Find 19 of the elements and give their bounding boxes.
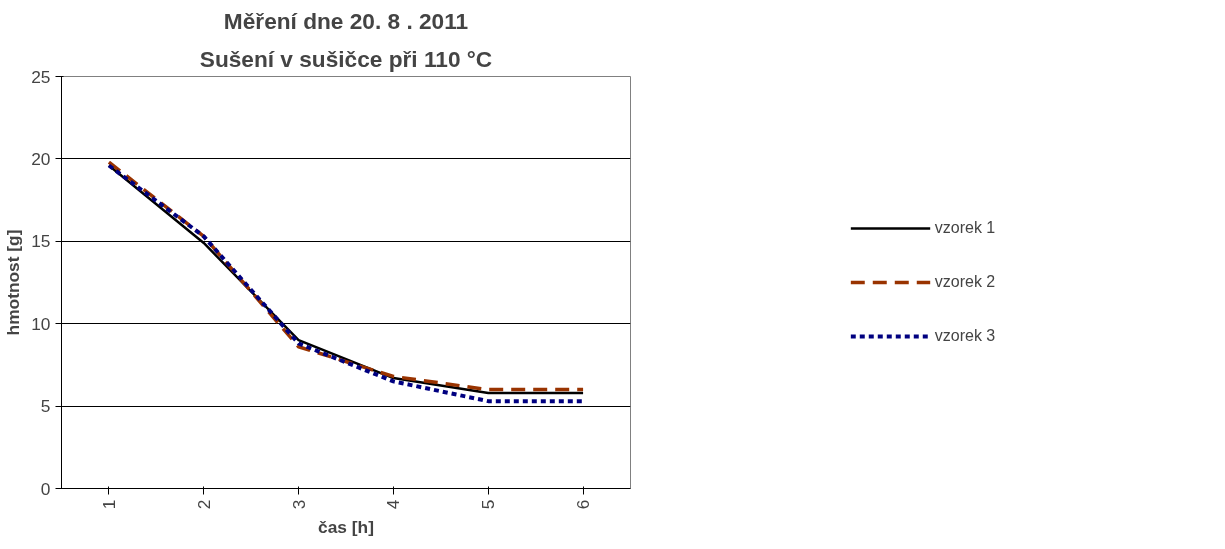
- y-tick-label: 10: [31, 313, 51, 334]
- chart-title: Měření dne 20. 8 . 2011: [223, 7, 469, 34]
- y-tick-label: 0: [40, 478, 51, 499]
- x-tick-label: 2: [193, 499, 214, 510]
- x-tick-label: 5: [478, 499, 499, 510]
- x-tick-label: 4: [383, 499, 404, 510]
- y-axis-title: hmotnost [g]: [3, 229, 24, 336]
- legend-label: vzorek 3: [934, 327, 996, 345]
- y-tick-label: 25: [31, 66, 51, 87]
- y-tick-label: 15: [31, 231, 51, 252]
- y-tick-label: 20: [31, 148, 51, 169]
- x-tick-label: 6: [573, 499, 594, 510]
- x-axis-title: čas [h]: [318, 517, 374, 538]
- y-tick-label: 5: [40, 396, 51, 417]
- legend-label: vzorek 1: [934, 219, 996, 237]
- x-tick-label: 3: [288, 499, 309, 510]
- chart-subtitle: Sušení v sušičce při 110 °C: [199, 45, 493, 72]
- legend-label: vzorek 2: [934, 273, 996, 291]
- x-tick-label: 1: [98, 499, 119, 510]
